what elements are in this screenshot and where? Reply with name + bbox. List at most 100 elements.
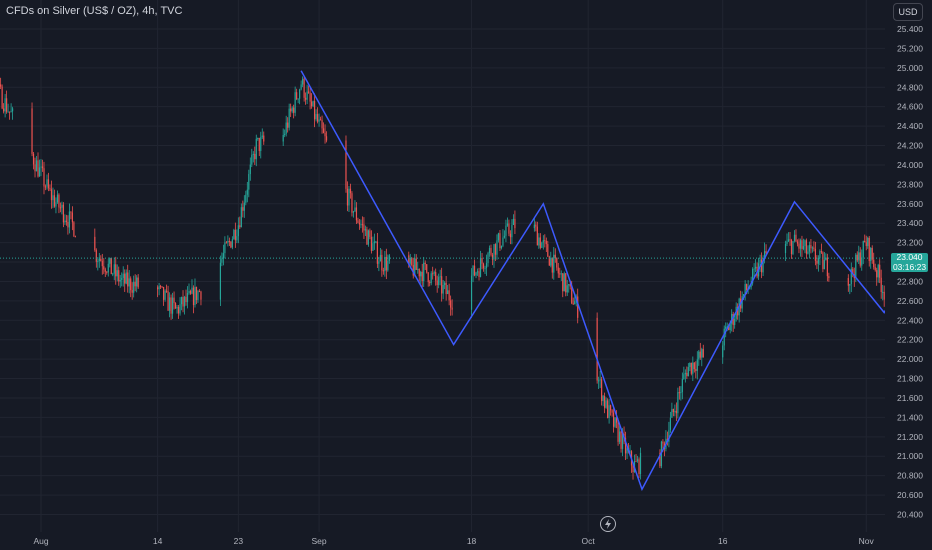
candle-body	[433, 272, 435, 274]
candle-body	[876, 270, 878, 278]
candle-body	[258, 137, 260, 151]
candle-body	[509, 233, 512, 238]
candle	[441, 267, 443, 302]
candle-body	[369, 230, 371, 237]
candle-body	[672, 409, 674, 413]
candle	[31, 102, 33, 157]
candle	[542, 235, 544, 250]
lightning-bolt-icon[interactable]	[600, 516, 616, 532]
candle-body	[285, 122, 287, 134]
candle	[759, 254, 761, 272]
candle	[665, 430, 667, 452]
candle	[37, 152, 39, 178]
candle	[245, 190, 247, 206]
candle-body	[693, 362, 695, 370]
candle-body	[674, 410, 676, 413]
candle-body	[506, 223, 509, 226]
candle-body	[412, 265, 414, 276]
candle-body	[880, 277, 882, 293]
candle-body	[790, 240, 793, 254]
candle-body	[744, 284, 746, 295]
candle	[1, 84, 3, 110]
candle-body	[750, 283, 752, 288]
candle-body	[849, 283, 851, 286]
candle	[556, 257, 558, 271]
candle	[601, 376, 603, 406]
candle	[799, 238, 802, 257]
candle-body	[221, 258, 223, 263]
candle	[677, 387, 679, 419]
candle-body	[414, 258, 416, 276]
candle-body	[189, 290, 192, 294]
candle-body	[678, 392, 680, 394]
candle-body	[599, 379, 601, 381]
candle	[786, 233, 788, 246]
candle	[481, 253, 483, 270]
candle-body	[607, 400, 609, 418]
candle	[382, 267, 384, 275]
candle	[293, 104, 295, 119]
candle	[171, 292, 174, 319]
candle-body	[293, 107, 295, 113]
candle-body	[367, 230, 370, 245]
candle-body	[753, 268, 755, 270]
candle-body	[499, 233, 501, 249]
candle-body	[309, 92, 311, 102]
candle-body	[502, 237, 504, 246]
candle-body	[699, 351, 701, 358]
candle	[442, 280, 444, 300]
candle-body	[871, 247, 873, 260]
candle	[10, 103, 12, 113]
candle	[692, 356, 694, 382]
candle-body	[548, 256, 550, 266]
candle	[689, 362, 691, 372]
candle	[287, 117, 289, 133]
candle-body	[37, 160, 39, 177]
candle-body	[545, 240, 547, 245]
candle-body	[621, 433, 624, 449]
candle	[4, 94, 6, 118]
candle	[237, 217, 239, 244]
time-tick-label: Nov	[859, 536, 875, 546]
candle-body	[245, 194, 247, 203]
time-tick-label: 18	[467, 536, 477, 546]
candle-body	[115, 264, 117, 277]
candle-body	[557, 267, 559, 274]
candle-body	[702, 349, 704, 358]
candle	[230, 241, 232, 249]
candle-body	[870, 247, 872, 262]
candle-body	[100, 258, 102, 262]
candle	[470, 268, 473, 318]
candle-body	[639, 452, 642, 475]
candle-body	[859, 252, 861, 266]
candle	[192, 285, 195, 314]
candle-body	[868, 237, 870, 262]
candle-body	[823, 260, 825, 270]
candle-body	[858, 252, 860, 261]
candle-body	[318, 119, 320, 122]
candle	[32, 152, 35, 170]
candle	[384, 251, 386, 277]
candle-body	[675, 410, 677, 414]
candle	[110, 257, 112, 275]
candle	[363, 217, 365, 240]
candle	[366, 226, 368, 245]
candle	[64, 214, 66, 225]
candle-body	[101, 261, 103, 267]
candle	[684, 369, 686, 383]
candle	[817, 255, 819, 272]
candle	[134, 274, 136, 292]
candle-body	[490, 248, 492, 255]
candle	[136, 275, 138, 293]
candle-body	[355, 207, 358, 221]
candle	[479, 250, 482, 278]
candle	[3, 103, 5, 114]
candle	[309, 86, 311, 110]
currency-button[interactable]: USD	[893, 3, 923, 21]
candle-body	[134, 281, 136, 287]
candle	[376, 232, 378, 268]
candle-body	[862, 240, 864, 258]
candle-body	[43, 168, 45, 187]
candle-body	[451, 307, 453, 310]
